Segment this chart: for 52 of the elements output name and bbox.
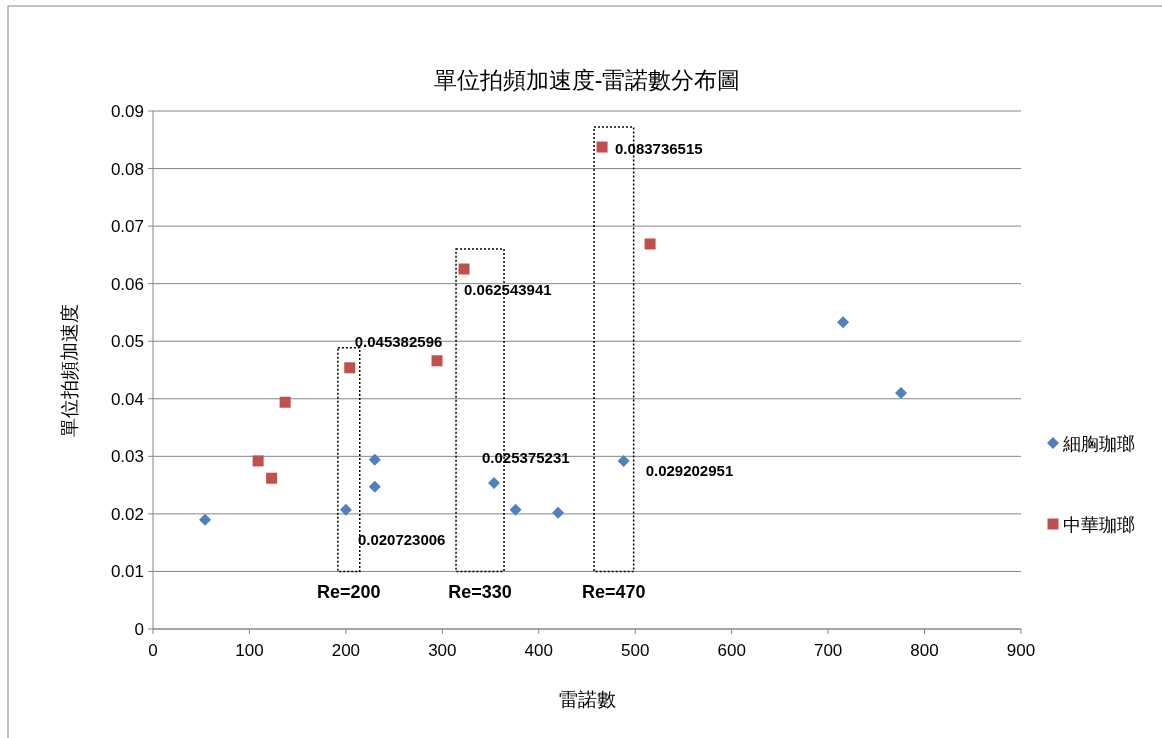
x-tick-label: 500 (621, 641, 650, 660)
point (279, 396, 291, 408)
legend-label: 中華珈瑯 (1063, 515, 1135, 535)
annotation: Re=200 (317, 582, 381, 603)
y-tick-label: 0.06 (110, 274, 144, 294)
x-tick-label: 0 (148, 641, 158, 660)
point (344, 362, 356, 374)
x-tick-label: 300 (428, 641, 457, 660)
point (199, 513, 212, 526)
annotation: 0.045382596 (354, 332, 443, 350)
annotation: 0.083736515 (615, 140, 703, 158)
point (431, 355, 443, 367)
point (458, 263, 470, 275)
y-tick-label: 0.04 (110, 389, 144, 409)
point (895, 387, 908, 400)
x-tick-label: 400 (524, 641, 553, 660)
point (368, 453, 381, 466)
point (552, 506, 565, 519)
point (644, 238, 656, 250)
annotation: 0.020723006 (357, 530, 446, 548)
legend-label: 細胸珈瑯 (1062, 434, 1135, 454)
x-tick-label: 800 (910, 641, 939, 660)
x-tick-label: 900 (1006, 641, 1036, 660)
annotation: 0.029202951 (645, 461, 734, 479)
point (509, 503, 522, 516)
point (252, 455, 264, 467)
x-axis-title: 雷諾數 (558, 689, 616, 710)
point (596, 141, 608, 153)
y-tick-label: 0.07 (110, 217, 144, 237)
annotation: 0.062543941 (464, 281, 552, 299)
y-axis-title: 單位拍頻加速度 (59, 303, 80, 437)
chart-title: 單位拍頻加速度-雷諾數分布圖 (433, 67, 741, 93)
y-tick-label: 0.03 (110, 447, 144, 467)
point (488, 476, 501, 489)
annotation: Re=330 (448, 582, 512, 603)
y-tick-label: 0.09 (110, 102, 144, 121)
point (339, 503, 352, 516)
y-tick-label: 0.02 (110, 504, 144, 524)
point (368, 480, 381, 493)
point (617, 454, 630, 467)
y-tick-label: 0 (134, 620, 144, 639)
point (837, 316, 850, 329)
annotation: Re=470 (582, 582, 646, 603)
x-tick-label: 200 (331, 641, 361, 660)
x-tick-label: 600 (717, 641, 746, 660)
annotation: 0.025375231 (482, 448, 570, 466)
point (266, 472, 278, 484)
x-tick-label: 100 (235, 641, 264, 660)
y-tick-label: 0.01 (110, 562, 144, 582)
y-tick-label: 0.08 (110, 159, 144, 179)
y-tick-label: 0.05 (110, 332, 144, 352)
x-tick-label: 700 (813, 641, 843, 660)
